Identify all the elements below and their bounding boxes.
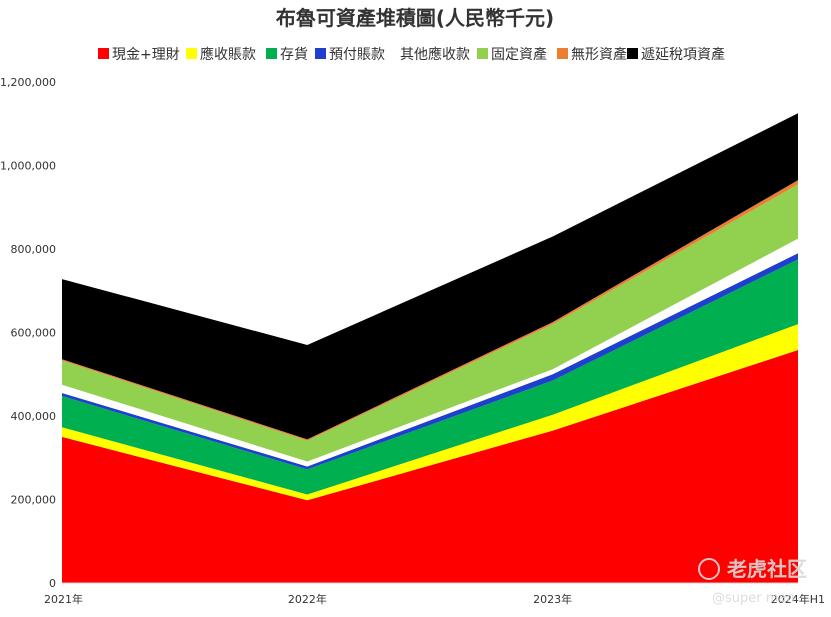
tiger-logo-icon (698, 558, 720, 580)
area-series-0 (62, 350, 798, 583)
area-series-7 (62, 113, 798, 440)
legend-swatch (315, 48, 326, 59)
legend-swatch (186, 48, 197, 59)
legend-label: 預付賬款 (329, 47, 385, 63)
y-tick-label: 1,200,000 (0, 76, 56, 89)
legend-swatch (477, 48, 488, 59)
y-tick-label: 1,000,000 (0, 160, 56, 173)
y-tick-label: 400,000 (11, 410, 57, 423)
legend-label: 現金+理財 (112, 47, 180, 63)
area-series-5 (62, 184, 798, 462)
x-tick-label: 2023年 (533, 592, 572, 606)
plot-area (62, 113, 798, 584)
legend-swatch (386, 48, 397, 59)
legend-label: 遞延稅項資產 (641, 46, 725, 63)
area-series-1 (62, 324, 798, 501)
legend-swatch (98, 48, 109, 59)
y-axis: 0 200,000 400,000 600,000 800,000 1,000,000 1,… (0, 76, 56, 590)
watermark-brand: 老虎社区 (727, 557, 807, 581)
legend-label: 固定資產 (491, 46, 547, 63)
legend-label: 應收賬款 (200, 46, 256, 63)
watermark: 老虎社区 @super man (698, 557, 807, 606)
chart-legend: 現金+理財 應收賬款 存貨 預付賬款 其他應收款 固定資產 無形資產 遞延稅項資產 (98, 46, 725, 63)
legend-label: 無形資產 (571, 46, 627, 63)
legend-swatch (266, 48, 277, 59)
y-tick-label: 0 (49, 577, 56, 590)
legend-label: 存貨 (280, 46, 308, 63)
x-axis: 2021年 2022年 2023年 2024年H1 (44, 592, 825, 606)
watermark-user: @super man (712, 591, 795, 606)
y-tick-label: 200,000 (11, 494, 57, 507)
legend-label: 其他應收款 (400, 46, 470, 63)
x-tick-label: 2021年 (44, 592, 83, 606)
chart-title: 布魯可資產堆積圖(人民幣千元) (276, 6, 554, 30)
x-tick-label: 2024年H1 (771, 592, 825, 606)
y-tick-label: 600,000 (11, 327, 57, 340)
legend-swatch (557, 48, 568, 59)
y-tick-label: 800,000 (11, 243, 57, 256)
legend-swatch (627, 48, 638, 59)
x-tick-label: 2022年 (288, 592, 327, 606)
area-series-2 (62, 259, 798, 495)
